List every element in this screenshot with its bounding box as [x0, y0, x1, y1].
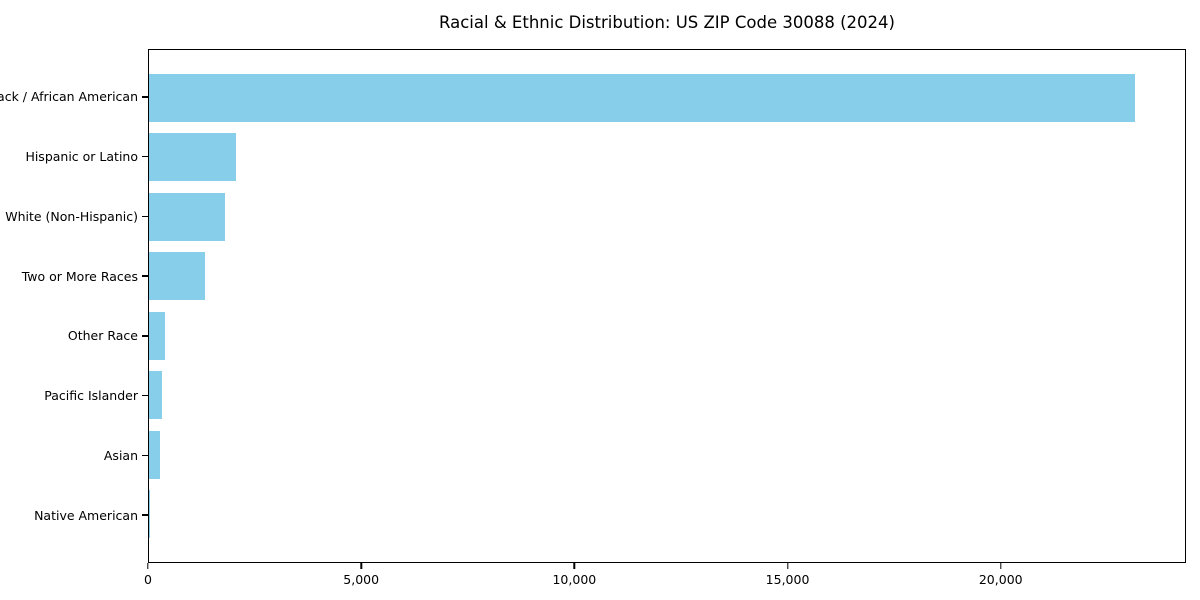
y-tick-mark [142, 275, 148, 277]
bar-row [149, 366, 1185, 426]
y-tick-label: Asian [103, 447, 138, 463]
bar-row [149, 425, 1185, 485]
bar-row [149, 247, 1185, 307]
y-tick-label: Other Race [67, 328, 138, 344]
bar-row [149, 128, 1185, 188]
bar [149, 252, 206, 301]
x-tick-label: 15,000 [765, 572, 810, 587]
x-tick-label: 20,000 [978, 572, 1023, 587]
bar-row [149, 306, 1185, 366]
y-axis: Black / African American Hispanic or Lati… [0, 49, 148, 563]
bar [149, 311, 166, 360]
bar-row [149, 68, 1185, 128]
y-axis-row: Other Race [0, 306, 148, 366]
bar [149, 192, 226, 241]
y-axis-row: Asian [0, 426, 148, 486]
x-tick-label: 0 [144, 572, 152, 587]
plot-area [148, 49, 1186, 563]
bar [149, 371, 162, 420]
y-tick-mark [142, 215, 148, 218]
y-axis-row: Black / African American [0, 67, 148, 127]
y-tick-label: Black / African American [0, 89, 138, 105]
x-tick-mark [573, 563, 576, 569]
x-tick-label: 5,000 [343, 572, 380, 587]
bar-row [149, 485, 1185, 545]
x-tick-mark [360, 563, 362, 569]
y-tick-mark [142, 96, 148, 98]
y-tick-mark [142, 454, 148, 457]
y-tick-label: Pacific Islander [44, 388, 138, 404]
y-axis-row: Hispanic or Latino [0, 127, 148, 187]
y-tick-label: Native American [34, 507, 138, 523]
y-tick-label: Hispanic or Latino [25, 149, 138, 165]
x-tick-mark [147, 563, 149, 569]
bar [149, 133, 236, 182]
x-axis: 0 5,000 10,000 15,000 20,000 [144, 563, 1186, 597]
bar [149, 430, 160, 479]
y-axis-row: White (Non-Hispanic) [0, 187, 148, 247]
y-tick-mark [142, 335, 148, 337]
x-tick-label: 10,000 [552, 572, 597, 587]
y-tick-label: Two or More Races [21, 268, 138, 284]
bars-container [149, 50, 1185, 562]
y-axis-row: Pacific Islander [0, 366, 148, 426]
y-tick-mark [142, 394, 148, 397]
chart-title: Racial & Ethnic Distribution: US ZIP Cod… [439, 13, 895, 32]
bar [149, 73, 1135, 122]
x-tick-mark [786, 563, 789, 569]
y-tick-label: White (Non-Hispanic) [5, 208, 138, 224]
y-axis-row: Native American [0, 485, 148, 545]
y-tick-mark [142, 155, 148, 158]
bar [149, 490, 150, 539]
y-axis-row: Two or More Races [0, 246, 148, 306]
y-tick-mark [142, 514, 148, 516]
bar-row [149, 187, 1185, 247]
x-tick-mark [1000, 563, 1002, 569]
